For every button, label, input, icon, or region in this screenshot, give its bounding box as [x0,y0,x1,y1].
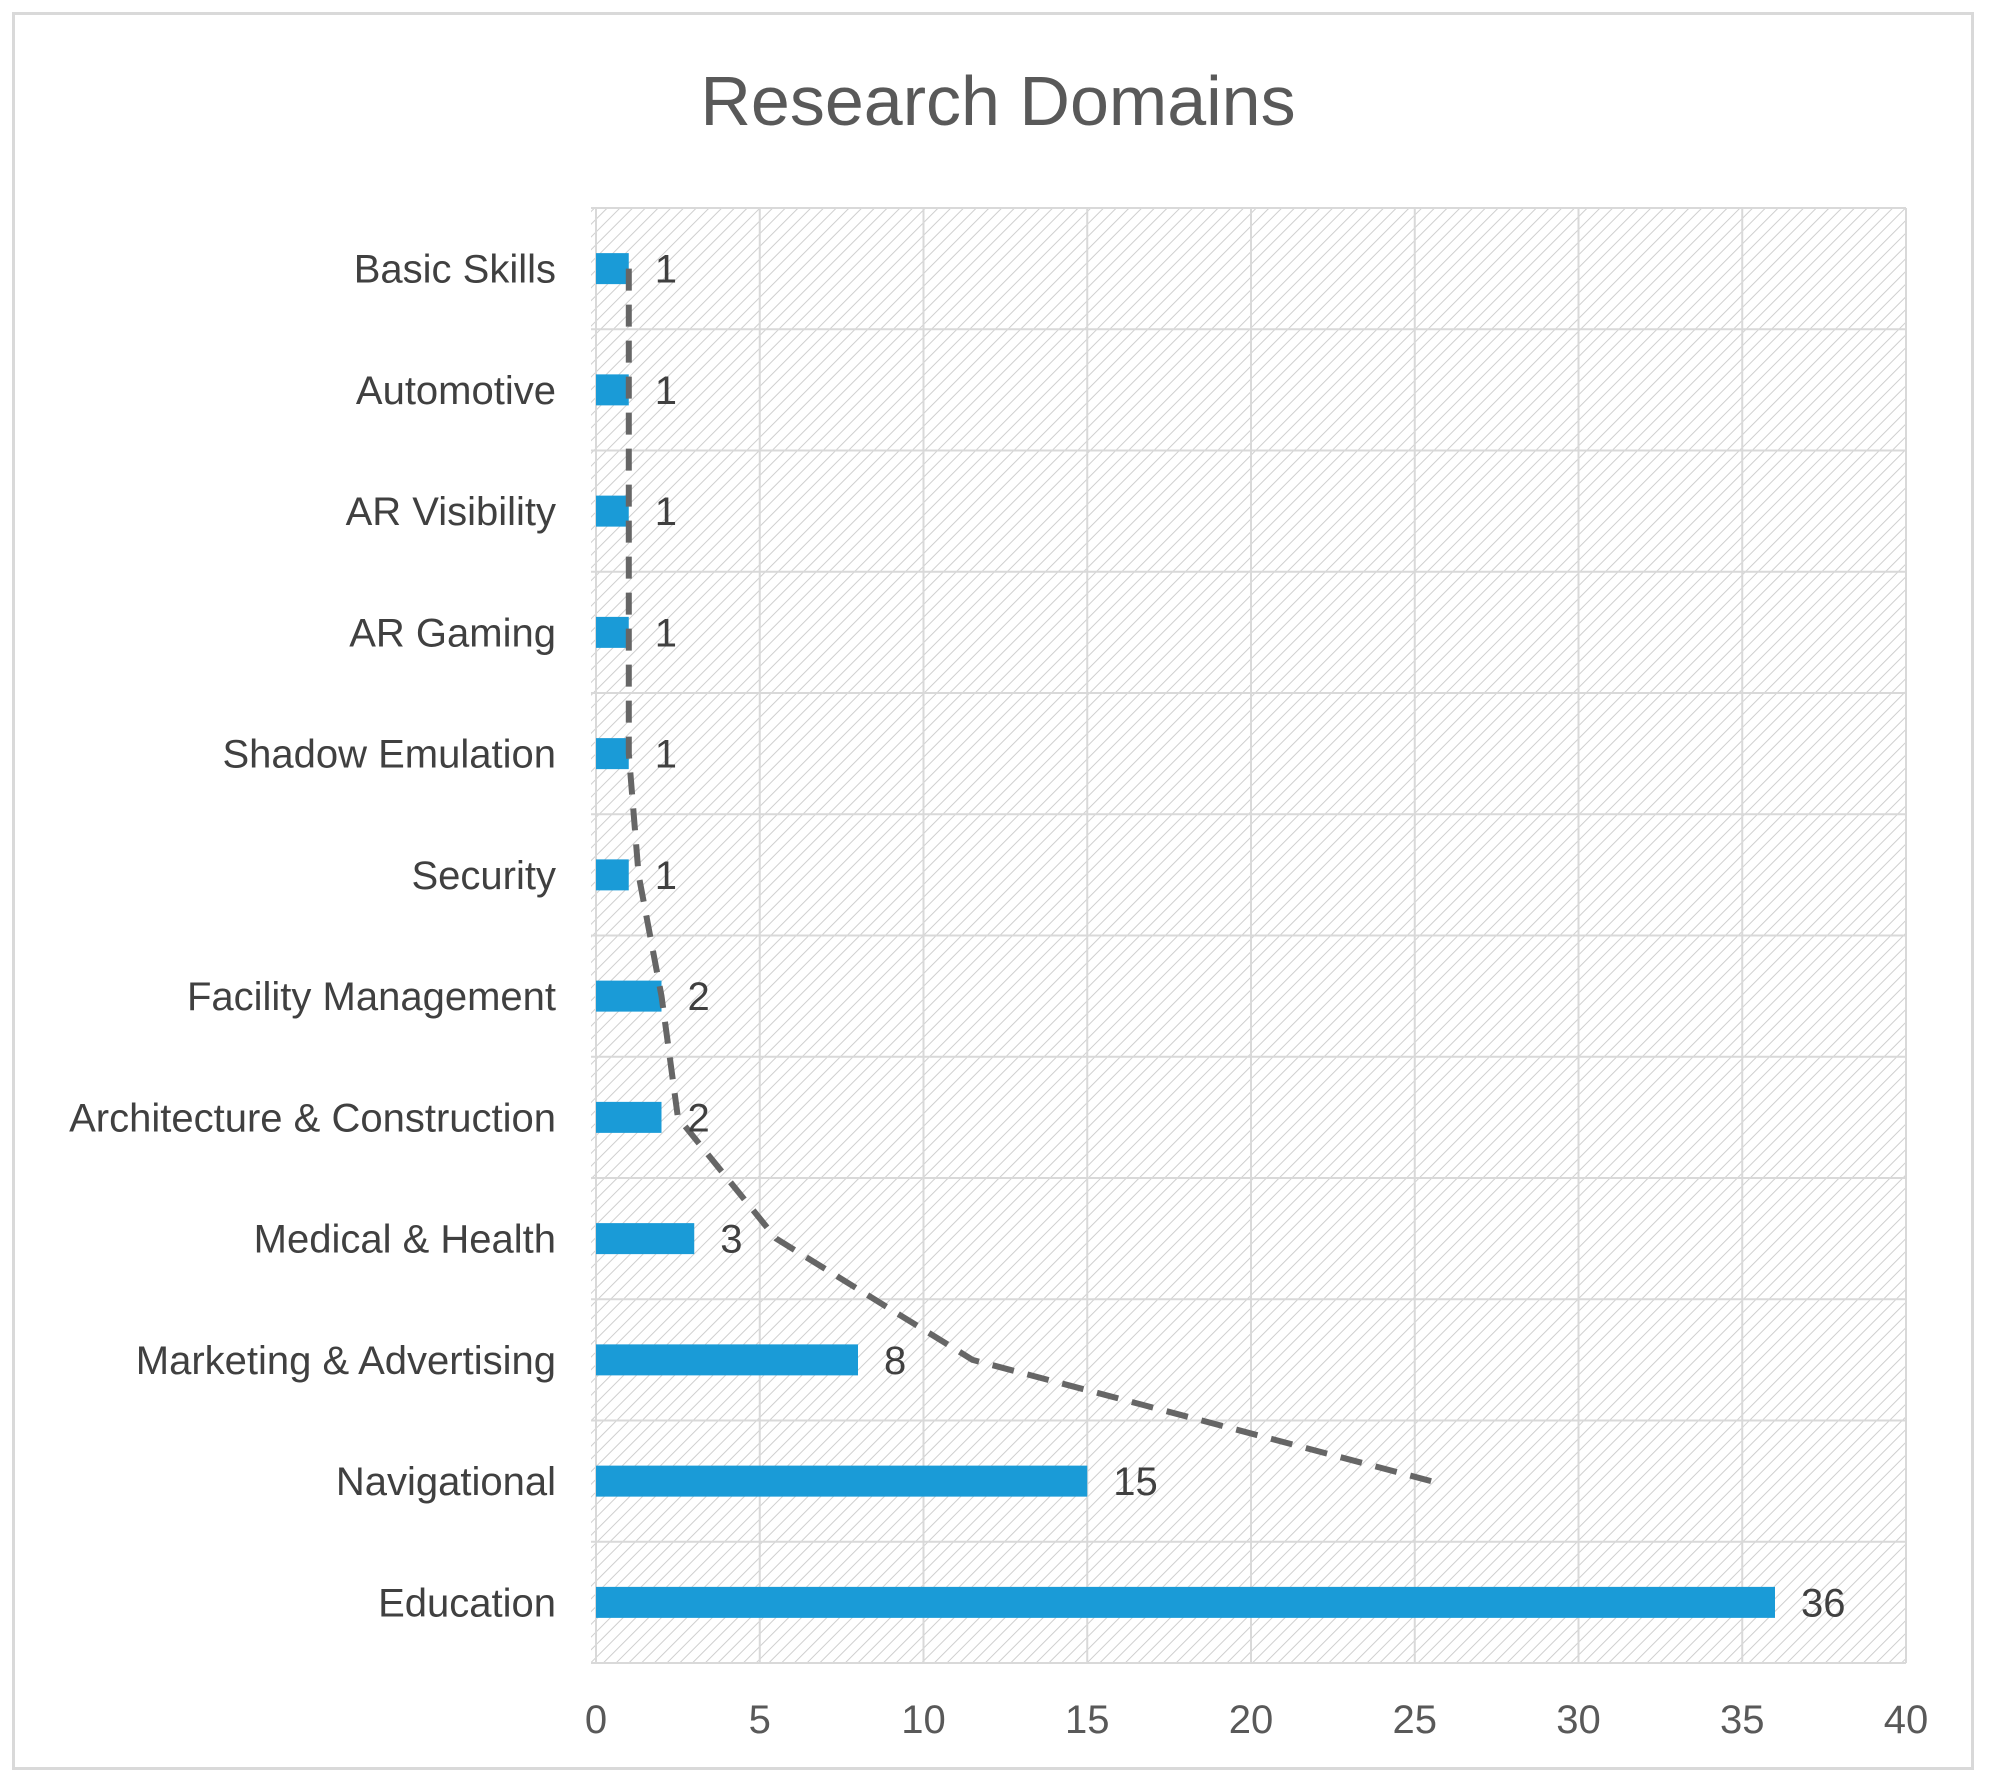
x-tick-label: 15 [1065,1698,1110,1742]
bar [596,738,629,770]
trendline-layer [625,268,1432,1485]
data-label: 2 [688,1096,710,1140]
category-label: Automotive [356,369,556,413]
bar [596,980,662,1012]
x-tick-label: 10 [901,1698,946,1742]
gridlines [591,207,1907,1664]
bar [596,1101,662,1133]
category-label: Security [412,854,557,898]
value-axis: 0 5 10 15 20 25 30 35 40 [585,1698,1928,1742]
data-label: 3 [720,1218,742,1262]
bar [596,859,629,891]
bar [596,1344,858,1376]
x-tick-label: 0 [585,1698,607,1742]
bar [596,1586,1775,1618]
data-label: 1 [655,369,677,413]
data-label: 8 [884,1339,906,1383]
bars [596,253,1775,1618]
x-tick-label: 5 [749,1698,771,1742]
category-label: Medical & Health [254,1218,556,1262]
bar [596,616,629,648]
data-label: 1 [655,854,677,898]
data-label: 1 [655,733,677,777]
data-label: 2 [688,975,710,1019]
bar [596,495,629,527]
trendline [625,268,1432,1485]
bar [596,374,629,406]
x-tick-label: 30 [1556,1698,1601,1742]
category-label: Basic Skills [354,248,556,292]
category-label: Facility Management [187,975,556,1019]
data-labels: 1 1 1 1 1 1 2 2 3 8 15 36 [655,248,1846,1626]
category-label: Architecture & Construction [69,1096,556,1140]
data-label: 15 [1113,1460,1158,1504]
category-label: Navigational [336,1460,556,1504]
data-label: 36 [1801,1581,1846,1625]
category-label: Education [378,1581,556,1625]
category-label: AR Gaming [349,611,556,655]
data-label: 1 [655,248,677,292]
x-tick-label: 40 [1884,1698,1929,1742]
x-tick-label: 35 [1720,1698,1765,1742]
bar [596,253,629,285]
chart-title: Research Domains [700,62,1295,140]
data-label: 1 [655,611,677,655]
category-label: Shadow Emulation [222,733,556,777]
x-tick-label: 25 [1393,1698,1438,1742]
category-axis: Basic Skills Automotive AR Visibility AR Ga… [69,248,556,1626]
data-label: 1 [655,490,677,534]
category-label: Marketing & Advertising [136,1339,556,1383]
bar [596,1465,1088,1497]
x-tick-label: 20 [1229,1698,1274,1742]
category-label: AR Visibility [346,490,556,534]
bar [596,1223,695,1255]
